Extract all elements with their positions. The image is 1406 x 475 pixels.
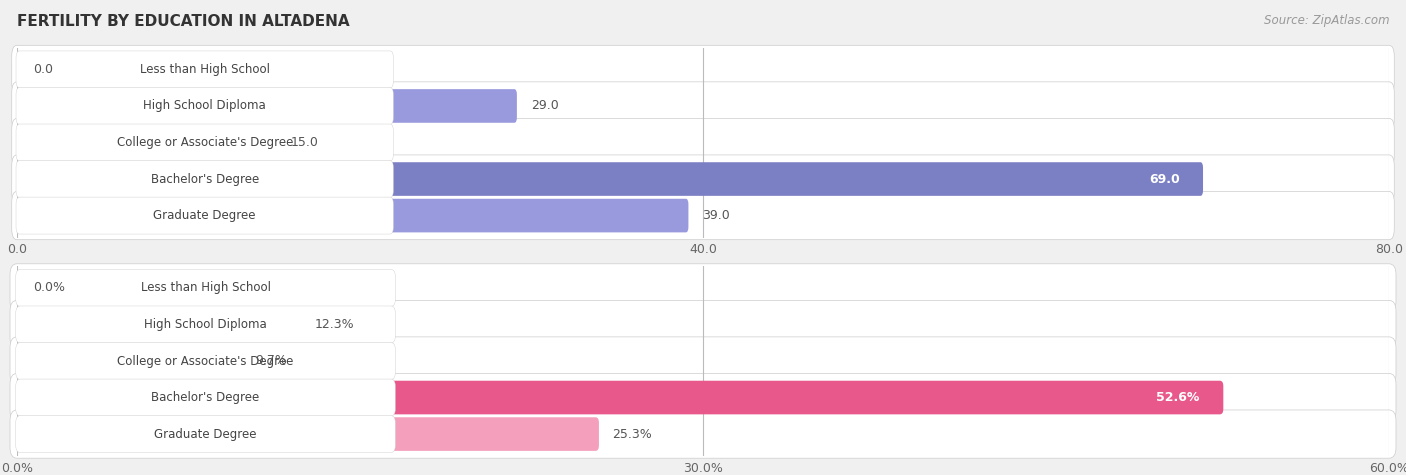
Text: College or Associate's Degree: College or Associate's Degree: [117, 136, 292, 149]
Text: 0.0%: 0.0%: [34, 281, 65, 294]
FancyBboxPatch shape: [14, 126, 277, 159]
Text: Graduate Degree: Graduate Degree: [153, 209, 256, 222]
Text: High School Diploma: High School Diploma: [145, 318, 267, 331]
FancyBboxPatch shape: [11, 155, 1395, 203]
FancyBboxPatch shape: [14, 162, 1204, 196]
FancyBboxPatch shape: [10, 373, 1396, 422]
FancyBboxPatch shape: [14, 53, 20, 86]
Text: 29.0: 29.0: [531, 99, 558, 113]
FancyBboxPatch shape: [15, 51, 394, 88]
FancyBboxPatch shape: [15, 342, 395, 380]
FancyBboxPatch shape: [11, 45, 1395, 94]
FancyBboxPatch shape: [15, 197, 394, 234]
Text: Bachelor's Degree: Bachelor's Degree: [150, 172, 259, 186]
Text: 39.0: 39.0: [703, 209, 730, 222]
FancyBboxPatch shape: [15, 306, 395, 343]
FancyBboxPatch shape: [14, 271, 21, 305]
FancyBboxPatch shape: [14, 199, 689, 232]
Text: Source: ZipAtlas.com: Source: ZipAtlas.com: [1264, 14, 1389, 27]
FancyBboxPatch shape: [15, 379, 395, 416]
FancyBboxPatch shape: [15, 416, 395, 453]
Text: 25.3%: 25.3%: [612, 428, 652, 441]
Text: High School Diploma: High School Diploma: [143, 99, 266, 113]
FancyBboxPatch shape: [14, 381, 1223, 414]
FancyBboxPatch shape: [11, 82, 1395, 130]
Text: Bachelor's Degree: Bachelor's Degree: [152, 391, 260, 404]
Text: 69.0: 69.0: [1149, 172, 1180, 186]
FancyBboxPatch shape: [10, 264, 1396, 312]
FancyBboxPatch shape: [11, 191, 1395, 240]
Text: Less than High School: Less than High School: [141, 281, 270, 294]
FancyBboxPatch shape: [10, 410, 1396, 458]
Text: 9.7%: 9.7%: [254, 354, 287, 368]
FancyBboxPatch shape: [15, 124, 394, 161]
Text: 15.0: 15.0: [291, 136, 319, 149]
Text: Less than High School: Less than High School: [139, 63, 270, 76]
FancyBboxPatch shape: [15, 269, 395, 306]
FancyBboxPatch shape: [15, 161, 394, 198]
FancyBboxPatch shape: [15, 87, 394, 124]
FancyBboxPatch shape: [14, 89, 517, 123]
Text: FERTILITY BY EDUCATION IN ALTADENA: FERTILITY BY EDUCATION IN ALTADENA: [17, 14, 350, 29]
FancyBboxPatch shape: [10, 300, 1396, 349]
FancyBboxPatch shape: [11, 118, 1395, 167]
FancyBboxPatch shape: [14, 417, 599, 451]
Text: 0.0: 0.0: [34, 63, 53, 76]
Text: College or Associate's Degree: College or Associate's Degree: [117, 354, 294, 368]
FancyBboxPatch shape: [14, 344, 242, 378]
FancyBboxPatch shape: [14, 308, 302, 341]
Text: Graduate Degree: Graduate Degree: [155, 428, 257, 441]
Text: 12.3%: 12.3%: [315, 318, 354, 331]
Text: 52.6%: 52.6%: [1156, 391, 1199, 404]
FancyBboxPatch shape: [10, 337, 1396, 385]
